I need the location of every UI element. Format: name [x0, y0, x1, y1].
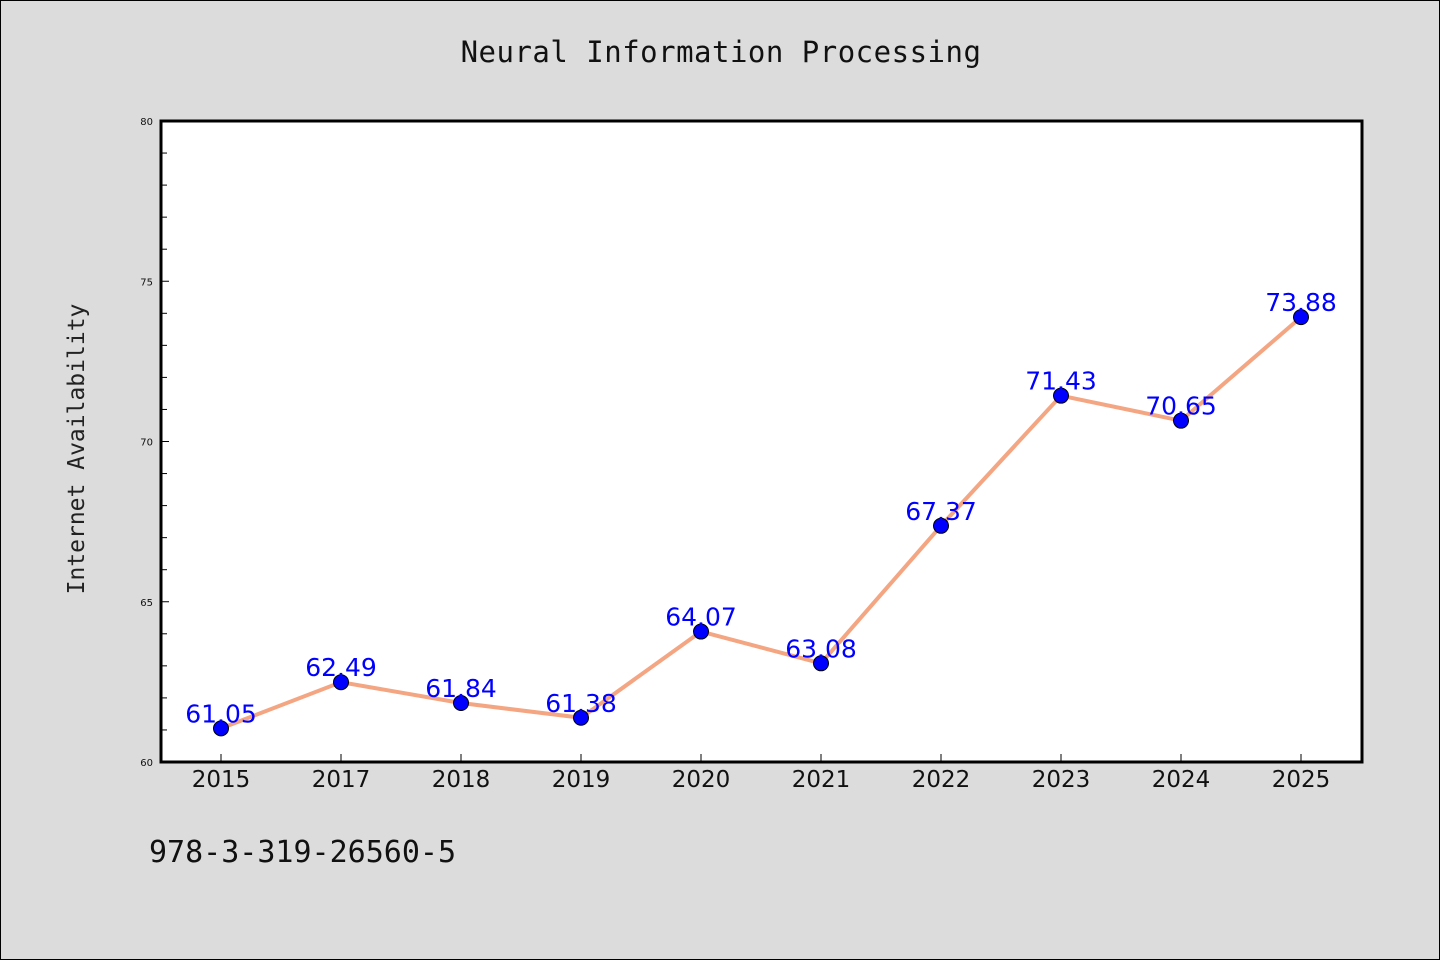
data-point: [1053, 387, 1069, 404]
x-tick-label: 2022: [912, 767, 971, 793]
data-label: 67.37: [905, 497, 977, 526]
x-tick-label: 2024: [1152, 767, 1211, 793]
plot-background: [161, 121, 1362, 762]
data-point: [933, 517, 949, 534]
x-tick-label: 2015: [192, 767, 251, 793]
series-line: [219, 315, 1303, 731]
data-point: [453, 695, 469, 712]
isbn-text: 978-3-319-26560-5: [149, 835, 457, 870]
x-tick-label: 2020: [672, 767, 731, 793]
data-label: 61.38: [545, 689, 617, 718]
chart-title: Neural Information Processing: [460, 35, 982, 69]
data-point: [1293, 309, 1309, 326]
x-tick-label: 2023: [1032, 767, 1091, 793]
data-label: 64.07: [665, 603, 737, 632]
data-point: [333, 674, 349, 691]
data-label: 61.84: [425, 674, 497, 703]
y-tick-label: 70: [140, 438, 153, 449]
x-tick-label: 2021: [792, 767, 851, 793]
y-tick-label: 65: [140, 598, 153, 609]
x-tick-label: 2018: [432, 767, 491, 793]
x-tick-label: 2019: [552, 767, 611, 793]
x-tick-label: 2025: [1272, 767, 1331, 793]
data-point: [693, 623, 709, 640]
data-point: [213, 720, 229, 737]
data-label: 61.05: [185, 699, 257, 728]
y-tick-label: 60: [140, 758, 153, 769]
data-label: 73.88: [1265, 288, 1337, 317]
data-label: 62.49: [305, 653, 377, 682]
data-point: [573, 709, 589, 726]
data-label: 63.08: [785, 634, 857, 663]
plot-frame: [159, 119, 1364, 764]
data-point: [1173, 412, 1189, 429]
data-point: [813, 655, 829, 672]
x-tick-label: 2017: [312, 767, 371, 793]
y-tick-label: 75: [140, 277, 153, 288]
data-label: 70.65: [1145, 392, 1217, 421]
data-label: 71.43: [1025, 367, 1097, 396]
y-tick-label: 80: [140, 117, 153, 128]
